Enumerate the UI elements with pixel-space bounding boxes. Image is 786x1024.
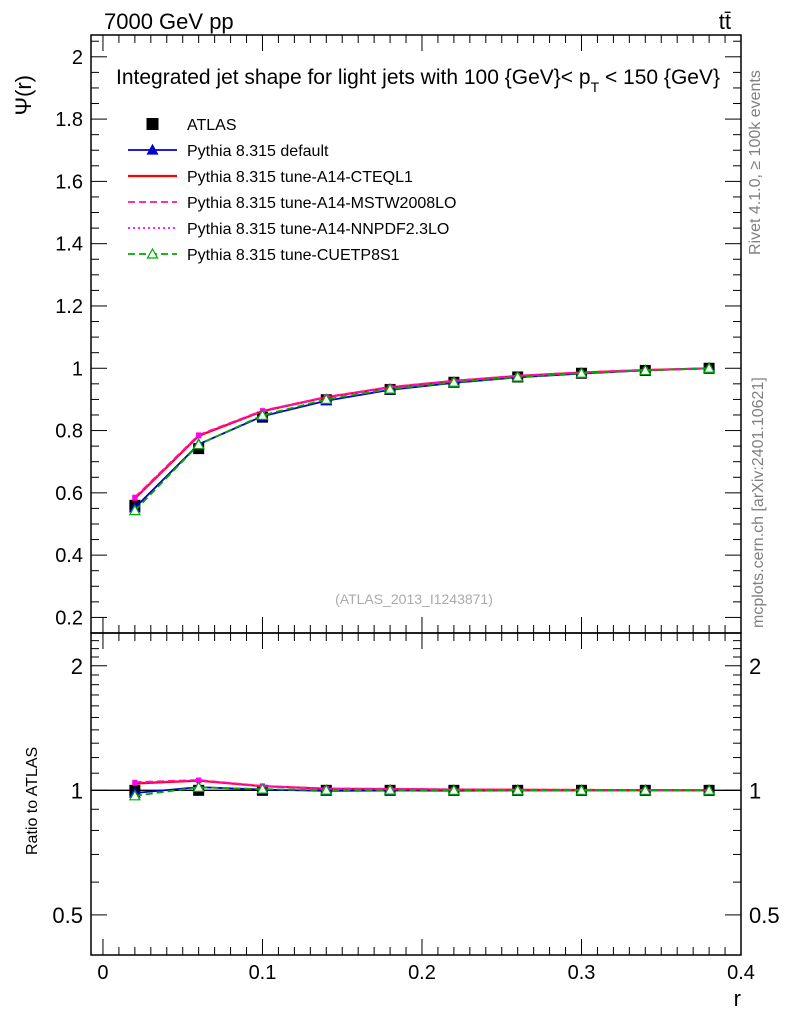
y-tick-label: 0.2	[55, 607, 83, 629]
legend-entry-label: Pythia 8.315 tune-A14-NNPDF2.3LO	[187, 221, 449, 238]
legend-entry-label: Pythia 8.315 tune-A14-CTEQL1	[187, 169, 413, 186]
ratio-series-marker	[511, 784, 524, 795]
main-series-line	[134, 367, 710, 512]
chart-title: Integrated jet shape for light jets with…	[116, 66, 720, 95]
x-tick-label: 0.3	[568, 962, 596, 984]
legend-entry-label: Pythia 8.315 tune-CUETP8S1	[187, 247, 400, 264]
main-y-axis-label: Ψ(r)	[11, 75, 36, 115]
ratio-series-marker	[703, 784, 716, 795]
ratio-y-tick-label-right: 0.5	[749, 903, 780, 928]
main-series-marker	[575, 367, 588, 378]
main-series-marker	[384, 382, 397, 394]
ratio-plot-frame	[90, 632, 742, 956]
ratio-series-marker	[256, 782, 269, 794]
y-tick-label: 1.8	[55, 109, 83, 131]
main-series-marker	[447, 376, 460, 387]
main-series-marker	[639, 364, 652, 376]
ratio-series-line	[134, 786, 710, 797]
main-series-marker	[132, 495, 138, 501]
rivet-version-label: Rivet 4.1.0, ≥ 100k events	[747, 70, 764, 255]
y-tick-label: 1.2	[55, 296, 83, 318]
ratio-y-tick-label: 1	[71, 778, 83, 803]
main-series-marker	[192, 438, 205, 450]
ratio-series-marker	[575, 784, 588, 795]
legend-marker-atlas	[146, 118, 159, 130]
legend-marker	[146, 143, 159, 155]
ratio-series-group	[128, 777, 716, 801]
y-tick-label: 0.6	[55, 483, 83, 505]
y-tick-label: 2	[72, 47, 83, 69]
process-ttbar-label: tt̄	[719, 9, 731, 34]
y-tick-label: 0.4	[55, 545, 83, 567]
ratio-axis-ticks: 0.5 0.5 1 1 2 2 0 0.1 0.2 0.3 0.4	[52, 632, 780, 984]
ratio-series-marker	[192, 781, 205, 792]
ratio-y-axis-label: Ratio to ATLAS	[24, 747, 41, 855]
x-tick-label: 0.4	[727, 962, 755, 984]
legend-entry-label: Pythia 8.315 tune-A14-MSTW2008LO	[187, 195, 456, 212]
main-axis-ticks: 0.2 0.4 0.6 0.8 1 1.2 1.4 1.6 1.8 2	[55, 35, 742, 634]
main-series-marker	[128, 504, 141, 516]
main-series-marker	[256, 409, 269, 420]
ratio-series-marker	[447, 784, 460, 795]
y-tick-label: 1.4	[55, 234, 83, 256]
ratio-series-marker	[320, 783, 333, 795]
ratio-series-marker	[128, 789, 141, 801]
main-series-line	[134, 367, 710, 498]
analysis-id-label: (ATLAS_2013_I1243871)	[335, 591, 493, 607]
ratio-series-line	[134, 779, 710, 792]
x-tick-label: 0.1	[249, 962, 277, 984]
x-axis-label: r	[734, 986, 741, 1011]
y-tick-label: 0.8	[55, 421, 83, 443]
ratio-series-marker	[196, 777, 202, 783]
mcplots-label: mcplots.cern.ch [arXiv:2401.10621]	[750, 377, 767, 628]
ratio-series-marker	[132, 780, 138, 786]
main-series-marker	[511, 370, 524, 382]
main-series-marker	[320, 393, 333, 405]
y-tick-label: 1	[72, 358, 83, 380]
ratio-y-tick-label: 2	[71, 654, 83, 679]
main-series-group	[128, 362, 716, 516]
ratio-y-tick-label-right: 1	[749, 778, 761, 803]
y-tick-label: 1.6	[55, 171, 83, 193]
process-label: 7000 GeV pp	[104, 9, 234, 34]
legend-marker	[146, 247, 159, 259]
legend-entry-label: ATLAS	[187, 117, 237, 134]
main-series-marker	[196, 432, 202, 438]
x-tick-label: 0	[97, 962, 108, 984]
ratio-series-marker	[384, 783, 397, 795]
ratio-series-marker	[639, 784, 652, 795]
ratio-y-tick-label-right: 2	[749, 654, 761, 679]
main-series-marker	[703, 362, 716, 373]
x-tick-label: 0.2	[408, 962, 436, 984]
legend: ATLAS Pythia 8.315 default Pythia 8.315 tu…	[128, 117, 456, 264]
ratio-y-tick-label: 0.5	[52, 903, 83, 928]
main-series-line	[134, 367, 710, 499]
legend-entry-label: Pythia 8.315 default	[187, 143, 329, 160]
main-series-line	[134, 367, 710, 509]
